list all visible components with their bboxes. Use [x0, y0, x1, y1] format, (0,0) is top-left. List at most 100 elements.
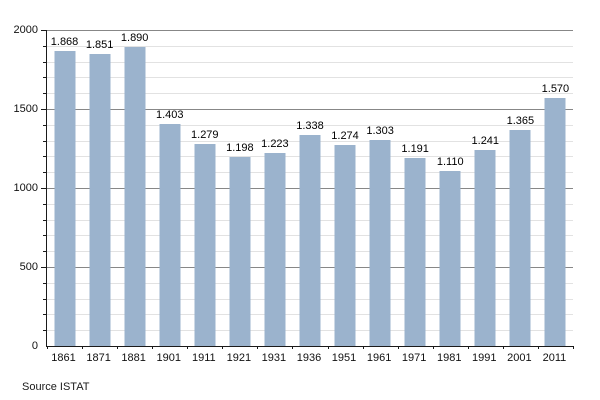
y-axis-tick — [41, 188, 46, 189]
x-tick-label: 1861 — [51, 352, 76, 364]
y-axis-tick — [41, 267, 46, 268]
y-axis-tick — [43, 77, 46, 79]
bar-slot: 1.851 — [82, 30, 117, 346]
bar — [54, 50, 76, 346]
y-axis-tick — [43, 140, 46, 142]
bar — [404, 157, 426, 346]
bar — [124, 47, 146, 346]
bar-value-label: 1.570 — [541, 82, 570, 95]
y-axis-tick — [43, 172, 46, 174]
minor-gridline — [47, 61, 573, 63]
x-tick-label: 1931 — [261, 352, 287, 364]
bar-value-label: 1.365 — [506, 115, 535, 128]
x-axis-tick — [537, 346, 539, 349]
y-axis-tick — [43, 93, 46, 95]
x-tick-label: 1981 — [436, 352, 462, 364]
x-tick-label: 1881 — [121, 352, 146, 364]
y-axis-tick — [43, 124, 46, 126]
bar-value-label: 1.241 — [471, 134, 500, 147]
y-axis-tick — [43, 330, 46, 332]
bar-slot: 1.223 — [257, 30, 292, 346]
bar-value-label: 1.279 — [191, 128, 219, 141]
x-tick-label: 1911 — [191, 352, 216, 364]
minor-gridline — [47, 45, 573, 47]
x-tick-label: 1936 — [296, 352, 322, 364]
x-axis-tick — [82, 346, 84, 349]
x-axis-labels: 1861 1871 1881 1901 1911 1921 1931 1936 1951 1961… — [46, 352, 572, 364]
major-gridline — [47, 109, 573, 110]
bar-value-label: 1.198 — [226, 141, 254, 154]
minor-gridline — [47, 77, 573, 79]
bar — [229, 156, 251, 346]
y-axis-tick — [43, 156, 46, 158]
x-tick-label: 1921 — [226, 352, 252, 364]
bar-value-label: 1.338 — [296, 119, 324, 132]
x-axis-tick — [152, 346, 154, 349]
bar — [334, 144, 356, 346]
bar — [474, 149, 496, 346]
minor-gridline — [47, 124, 573, 126]
bar-slot: 1.241 — [468, 30, 503, 346]
x-axis-tick — [187, 346, 189, 349]
x-axis-tick — [467, 346, 469, 349]
y-axis-tick — [43, 251, 46, 253]
bar — [299, 134, 321, 346]
y-axis-tick — [43, 235, 46, 237]
y-axis-tick — [41, 109, 46, 110]
y-axis-labels: 0 500 1000 1500 2000 — [0, 24, 38, 352]
bar — [509, 130, 531, 346]
bar-slot: 1.570 — [538, 30, 573, 346]
x-tick-label: 1971 — [401, 352, 427, 364]
x-tick-label: 1991 — [472, 352, 497, 364]
y-axis-tick — [43, 282, 46, 284]
bar-slot: 1.868 — [47, 30, 82, 346]
bar-slot: 1.365 — [503, 30, 538, 346]
bar-slot: 1.403 — [152, 30, 187, 346]
x-axis-tick — [362, 346, 364, 349]
bar — [159, 124, 181, 346]
x-axis-tick — [117, 346, 119, 349]
bar-slot: 1.890 — [117, 30, 152, 346]
source-note: Source ISTAT — [22, 381, 90, 393]
bar — [194, 143, 216, 346]
bar-value-label: 1.110 — [436, 155, 464, 168]
x-axis-tick — [397, 346, 399, 349]
x-tick-label: 1951 — [331, 352, 357, 364]
bar-value-label: 1.223 — [261, 137, 289, 150]
bar-slot: 1.110 — [433, 30, 468, 346]
x-axis-tick — [327, 346, 329, 349]
y-tick-label: 1000 — [13, 182, 38, 194]
x-tick-label: 2011 — [542, 352, 567, 364]
y-tick-label: 1500 — [13, 103, 38, 115]
x-tick-label: 1901 — [156, 352, 181, 364]
bar-slot: 1.191 — [398, 30, 433, 346]
bar — [369, 140, 391, 346]
bar-slot: 1.274 — [328, 30, 363, 346]
y-axis-tick — [41, 30, 46, 31]
x-axis-tick — [47, 346, 48, 349]
y-axis-tick — [43, 45, 46, 47]
x-tick-label: 1961 — [366, 352, 392, 364]
bar — [89, 53, 111, 346]
y-axis-tick — [43, 203, 46, 205]
y-tick-label: 2000 — [13, 24, 38, 36]
x-axis-tick — [502, 346, 504, 349]
x-axis-tick — [257, 346, 259, 349]
plot-area: 1.868 1.851 1.890 1.403 1.279 1.198 1.223 1.338… — [41, 30, 574, 349]
bar-value-label: 1.890 — [120, 32, 149, 45]
y-tick-label: 500 — [19, 261, 38, 273]
bar-value-label: 1.191 — [401, 142, 429, 155]
major-gridline — [47, 30, 573, 31]
bar-value-label: 1.403 — [155, 109, 184, 122]
x-tick-label: 1871 — [86, 352, 111, 364]
x-tick-label: 2001 — [507, 352, 532, 364]
bar-slot: 1.338 — [292, 30, 327, 346]
x-axis-tick — [292, 346, 294, 349]
bar-value-label: 1.851 — [85, 38, 114, 51]
y-tick-label: 0 — [31, 340, 38, 352]
bar-value-label: 1.274 — [331, 129, 359, 142]
bar-value-label: 1.868 — [50, 35, 79, 48]
bar-slot: 1.198 — [222, 30, 257, 346]
bar — [544, 97, 566, 346]
bar — [439, 170, 461, 346]
